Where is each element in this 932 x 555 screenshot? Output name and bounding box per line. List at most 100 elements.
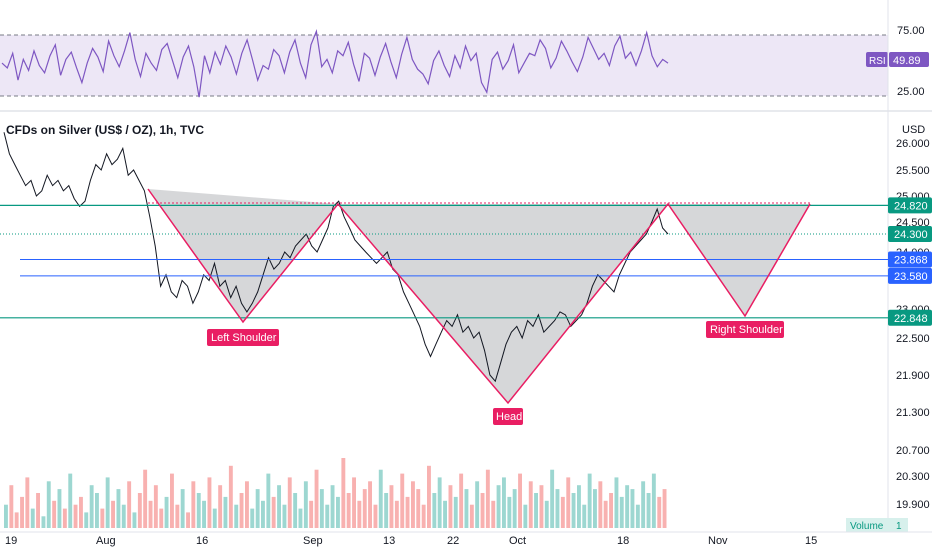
volume-bar (73, 504, 78, 528)
volume-bar (46, 481, 51, 528)
volume-bar (207, 477, 212, 528)
volume-bar (539, 485, 544, 528)
level-badge-label: 23.580 (894, 271, 928, 283)
volume-bar (314, 469, 319, 528)
volume-bar (9, 485, 14, 528)
volume-bar (587, 473, 592, 528)
time-tick-label: 15 (805, 535, 817, 547)
level-lines (0, 204, 888, 319)
volume-bar (36, 493, 40, 528)
price-tick-label: 26.000 (896, 138, 930, 150)
time-tick-label: Aug (96, 535, 116, 547)
volume-bar (662, 489, 667, 528)
price-tick-label: 25.500 (896, 165, 930, 177)
volume-bar (180, 489, 185, 528)
volume-bar (641, 481, 646, 528)
time-tick-label: 22 (447, 535, 459, 547)
volume-bar (512, 489, 517, 528)
volume-bar (582, 504, 587, 528)
volume-bar (598, 481, 603, 528)
volume-bar (630, 489, 635, 528)
volume-bar (443, 500, 447, 528)
rsi-indicator-badge (866, 52, 888, 67)
volume-bar (518, 473, 522, 528)
volume-bar (100, 508, 105, 528)
volume-bar (577, 485, 581, 528)
volume-bar (228, 465, 233, 528)
rsi-value-badge (889, 52, 929, 67)
volume-bar (62, 508, 67, 528)
volume-bar (368, 481, 372, 528)
volume-bar (148, 500, 153, 528)
volume-bar (196, 493, 201, 528)
annotation-left-shoulder-bg (207, 329, 279, 346)
volume-bar (485, 469, 490, 528)
volume-bar (287, 477, 292, 528)
price-pane: Left Shoulder Head Right Shoulder USD 26… (0, 124, 932, 532)
volume-bar (14, 512, 19, 528)
volume-label: Volume (850, 521, 884, 532)
time-tick-label: 16 (196, 535, 208, 547)
volume-bar (282, 504, 287, 528)
volume-bar (416, 489, 421, 528)
symbol-title[interactable]: CFDs on Silver (US$ / OZ), 1h, TVC (6, 123, 205, 137)
volume-bar (448, 485, 453, 528)
volume-bar (255, 489, 260, 528)
rsi-pane: 75.00 25.00 RSI 49.89 (0, 25, 929, 98)
volume-bar (132, 512, 137, 528)
volume-bar (496, 485, 501, 528)
volume-bar (239, 493, 244, 528)
annotation-left-shoulder[interactable]: Left Shoulder (211, 332, 277, 344)
level-badge (888, 267, 932, 284)
volume-bar (346, 493, 351, 528)
level-badge (888, 251, 932, 268)
volume-bar (432, 493, 437, 528)
volume-bar (57, 489, 62, 528)
volume-bar (593, 489, 597, 528)
time-tick-label: Nov (708, 535, 728, 547)
level-badges: 24.820 24.300 23.868 23.580 22.848 (888, 197, 932, 326)
time-tick-label: 13 (383, 535, 395, 547)
rsi-line (1, 29, 669, 98)
rsi-indicator-label: RSI (869, 56, 886, 67)
time-axis[interactable]: 19 Aug 16 Sep 13 22 Oct 18 Nov 15 (5, 535, 817, 547)
volume-bar (261, 500, 265, 528)
volume-bar (25, 477, 30, 528)
volume-bar (309, 500, 314, 528)
level-badge-label: 23.868 (894, 255, 928, 267)
annotation-right-shoulder[interactable]: Right Shoulder (710, 324, 783, 336)
price-tick-label: 22.500 (896, 333, 930, 345)
volume-bar (234, 504, 239, 528)
volume-bar (502, 477, 506, 528)
volume-bar (95, 493, 99, 528)
volume-bar (411, 481, 415, 528)
pattern-fill-head (338, 204, 668, 403)
volume-bar (571, 493, 576, 528)
rsi-tick-label: 75.00 (897, 25, 925, 37)
volume-bar (491, 500, 496, 528)
volume-bar (625, 485, 630, 528)
volume-bar (127, 481, 132, 528)
volume-bar (41, 516, 46, 528)
annotation-head[interactable]: Head (496, 411, 522, 423)
volume-bar (79, 496, 83, 528)
volume-bar (459, 473, 464, 528)
rsi-value-label: 49.89 (893, 55, 921, 67)
volume-bar (191, 481, 196, 528)
volume-bar (619, 496, 624, 528)
volume-bar (534, 493, 538, 528)
volume-bar (437, 477, 442, 528)
volume-bar (143, 469, 148, 528)
volume-bar (52, 500, 57, 528)
volume-label-bg (846, 518, 908, 532)
price-line (3, 132, 669, 383)
volume-bar (153, 485, 158, 528)
volume-bar (68, 473, 73, 528)
time-tick-label: 19 (5, 535, 17, 547)
price-tick-label: 20.700 (896, 445, 930, 457)
volume-value: 1 (896, 521, 902, 532)
time-tick-label: Sep (303, 535, 323, 547)
volume-bar (550, 469, 555, 528)
